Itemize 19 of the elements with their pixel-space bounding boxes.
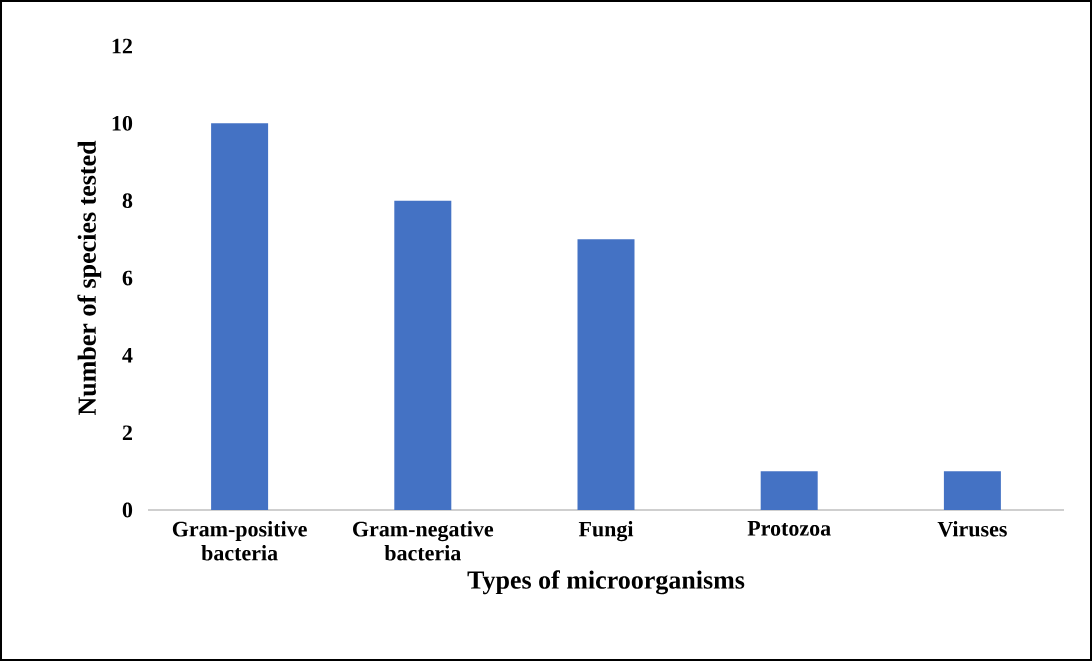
y-tick-label: 10: [112, 115, 133, 131]
y-tick-label: 0: [122, 502, 133, 518]
y-tick-label: 12: [112, 38, 132, 54]
y-tick-label: 2: [122, 425, 132, 440]
y-tick-label: 4: [122, 348, 133, 363]
y-tick-label: 8: [122, 193, 133, 209]
bar: [943, 471, 1001, 510]
x-tick-label: Gram-negative bacteria: [353, 521, 494, 561]
bar: [211, 123, 269, 510]
x-tick-label: Gram-positive bacteria: [172, 521, 307, 561]
x-tick-label: Fungi: [578, 521, 634, 542]
x-tick-label: Protozoa: [747, 521, 831, 536]
x-tick-label: Viruses: [937, 521, 1007, 537]
y-axis-title: Number of species tested: [77, 140, 102, 416]
bar: [577, 239, 635, 510]
y-tick-label: 6: [122, 270, 133, 286]
bar: [760, 471, 818, 510]
bar: [394, 200, 452, 510]
x-axis-title: Types of microorganisms: [467, 570, 745, 595]
